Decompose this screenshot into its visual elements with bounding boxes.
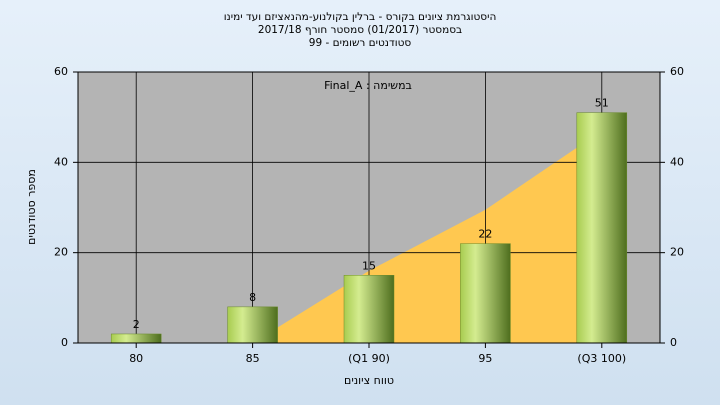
bar xyxy=(227,306,278,344)
x-axis-label: טווח ציונים xyxy=(344,374,394,387)
title-line: בסמסטר (01/2017) סמסטר חורף 2017/18 xyxy=(258,24,462,36)
bar xyxy=(343,275,395,344)
data-label: 22 xyxy=(478,228,492,241)
y-tick-label: 60 xyxy=(54,65,68,78)
title-line: סטודנטים רשומים - 99 xyxy=(309,37,412,49)
plot-layer: 0 20 40 60 0 20 40 60 80 2 85 8 (Q1 90) 15 95 22 (Q3 100… xyxy=(54,65,684,365)
bar xyxy=(460,243,511,344)
data-label: 8 xyxy=(249,291,256,304)
y-tick-label: 0 xyxy=(61,336,68,349)
data-label: 51 xyxy=(595,97,609,110)
y2-tick-label: 0 xyxy=(670,336,677,349)
bar xyxy=(110,333,162,344)
data-label: 2 xyxy=(133,318,140,331)
x-tick-label: (Q3 100) xyxy=(577,352,626,365)
x-tick-label: 85 xyxy=(246,352,260,365)
distribution-area xyxy=(252,130,602,343)
title-line: היסטוגרמת ציונים בקורס - ברלין בקולנוע-מ… xyxy=(224,11,497,23)
bar xyxy=(576,112,628,344)
plot-border xyxy=(77,71,661,344)
x-tick-label: (Q1 90) xyxy=(348,352,390,365)
y-tick-label: 20 xyxy=(54,246,68,259)
y-tick-label: 40 xyxy=(54,155,68,168)
annotation: במשימה : Final_A xyxy=(324,79,412,92)
y2-tick-label: 20 xyxy=(670,246,684,259)
data-label: 15 xyxy=(362,259,376,272)
x-tick-label: 95 xyxy=(478,352,492,365)
y-axis-label: מספר סטודנטים xyxy=(25,169,38,245)
x-tick-label: 80 xyxy=(129,352,143,365)
y2-tick-label: 40 xyxy=(670,155,684,168)
y2-tick-label: 60 xyxy=(670,65,684,78)
